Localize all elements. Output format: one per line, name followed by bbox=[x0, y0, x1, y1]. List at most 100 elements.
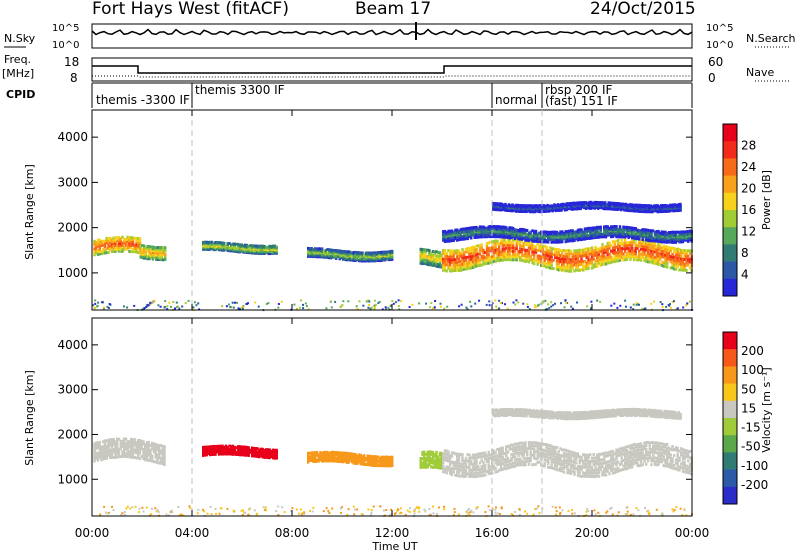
heatmap-cell bbox=[137, 443, 140, 447]
heatmap-cell bbox=[648, 252, 651, 256]
heatmap-cell bbox=[557, 262, 560, 266]
heatmap-cell bbox=[632, 238, 636, 242]
heatmap-cell bbox=[629, 233, 632, 237]
heatmap-cell bbox=[135, 238, 138, 242]
heatmap-cell bbox=[160, 258, 163, 262]
heatmap-cell bbox=[665, 204, 668, 208]
heatmap-cell bbox=[310, 456, 313, 460]
heatmap-cell bbox=[428, 253, 431, 256]
heatmap-cell bbox=[214, 445, 217, 448]
heatmap-cell bbox=[439, 302, 442, 305]
heatmap-cell bbox=[597, 234, 601, 238]
heatmap-cell bbox=[157, 256, 160, 260]
heatmap-cell bbox=[550, 252, 553, 256]
heatmap-cell bbox=[457, 254, 461, 258]
heatmap-cell bbox=[576, 257, 580, 261]
heatmap-cell bbox=[137, 246, 140, 250]
heatmap-cell bbox=[443, 268, 447, 272]
heatmap-cell bbox=[377, 459, 380, 463]
heatmap-cell bbox=[655, 239, 658, 243]
heatmap-cell bbox=[116, 239, 119, 243]
heatmap-cell bbox=[439, 305, 442, 308]
heatmap-cell bbox=[352, 251, 355, 254]
heatmap-cell bbox=[328, 459, 331, 463]
heatmap-cell bbox=[110, 455, 114, 459]
heatmap-cell bbox=[660, 204, 663, 208]
heatmap-cell bbox=[533, 262, 536, 266]
heatmap-cell bbox=[210, 240, 214, 244]
heatmap-cell bbox=[530, 204, 533, 208]
heatmap-cell bbox=[592, 257, 595, 261]
heatmap-cell bbox=[504, 303, 506, 306]
heatmap-cell bbox=[498, 235, 501, 239]
heatmap-cell bbox=[641, 238, 644, 242]
heatmap-cell bbox=[508, 226, 511, 230]
heatmap-cell bbox=[431, 257, 435, 261]
heatmap-cell bbox=[524, 228, 527, 232]
heatmap-cell bbox=[531, 233, 534, 237]
heatmap-cell bbox=[571, 260, 574, 264]
heatmap-cell bbox=[445, 260, 448, 264]
heatmap-cell bbox=[596, 259, 599, 263]
heatmap-cell bbox=[317, 247, 320, 251]
heatmap-cell bbox=[105, 454, 108, 458]
heatmap-cell bbox=[512, 241, 515, 245]
heatmap-cell bbox=[608, 261, 611, 265]
heatmap-cell bbox=[557, 239, 560, 242]
heatmap-cell bbox=[135, 236, 138, 240]
heatmap-cell bbox=[485, 261, 489, 265]
heatmap-cell bbox=[492, 207, 495, 210]
heatmap-cell bbox=[561, 268, 564, 272]
y-tick-label: 2000 bbox=[57, 221, 88, 235]
heatmap-cell bbox=[524, 257, 527, 261]
heatmap-cell bbox=[156, 453, 159, 457]
heatmap-cell bbox=[655, 259, 658, 263]
heatmap-cell bbox=[652, 229, 655, 233]
heatmap-cell bbox=[495, 206, 498, 210]
heatmap-cell bbox=[611, 225, 615, 229]
heatmap-cell bbox=[584, 203, 588, 207]
heatmap-cell bbox=[533, 229, 536, 233]
heatmap-cell bbox=[128, 442, 131, 446]
heatmap-cell bbox=[638, 244, 641, 248]
heatmap-cell bbox=[487, 253, 490, 257]
heatmap-cell bbox=[688, 234, 692, 238]
heatmap-cell bbox=[380, 250, 383, 254]
heatmap-cell bbox=[632, 231, 636, 235]
heatmap-cell bbox=[498, 250, 501, 254]
heatmap-cell bbox=[676, 265, 679, 269]
heatmap-cell bbox=[254, 447, 257, 450]
heatmap-cell bbox=[357, 254, 361, 258]
heatmap-cell bbox=[513, 252, 517, 256]
heatmap-cell bbox=[521, 209, 525, 213]
heatmap-cell bbox=[116, 246, 119, 250]
heatmap-cell bbox=[471, 266, 475, 269]
heatmap-cell bbox=[452, 258, 455, 262]
heatmap-cell bbox=[265, 302, 268, 305]
heatmap-cell bbox=[628, 209, 631, 213]
heatmap-cell bbox=[443, 257, 447, 261]
heatmap-cell bbox=[538, 254, 541, 258]
heatmap-cell bbox=[648, 232, 651, 235]
heatmap-cell bbox=[96, 252, 100, 256]
heatmap-cell bbox=[164, 253, 167, 256]
heatmap-cell bbox=[234, 301, 236, 304]
heatmap-cell bbox=[522, 236, 525, 240]
heatmap-cell bbox=[116, 236, 119, 240]
heatmap-cell bbox=[671, 233, 674, 237]
heatmap-cell bbox=[423, 459, 426, 463]
heatmap-cell bbox=[128, 452, 131, 456]
heatmap-cell bbox=[601, 263, 604, 266]
heatmap-cell bbox=[430, 257, 433, 261]
heatmap-cell bbox=[217, 241, 221, 245]
heatmap-cell bbox=[423, 465, 426, 469]
heatmap-cell bbox=[133, 304, 136, 307]
heatmap-cell bbox=[110, 242, 114, 246]
heatmap-cell bbox=[93, 253, 96, 257]
heatmap-cell bbox=[588, 204, 591, 208]
heatmap-cell bbox=[681, 260, 685, 264]
heatmap-cell bbox=[109, 246, 112, 250]
heatmap-cell bbox=[517, 249, 520, 253]
heatmap-cell bbox=[335, 249, 338, 252]
heatmap-cell bbox=[601, 251, 604, 255]
